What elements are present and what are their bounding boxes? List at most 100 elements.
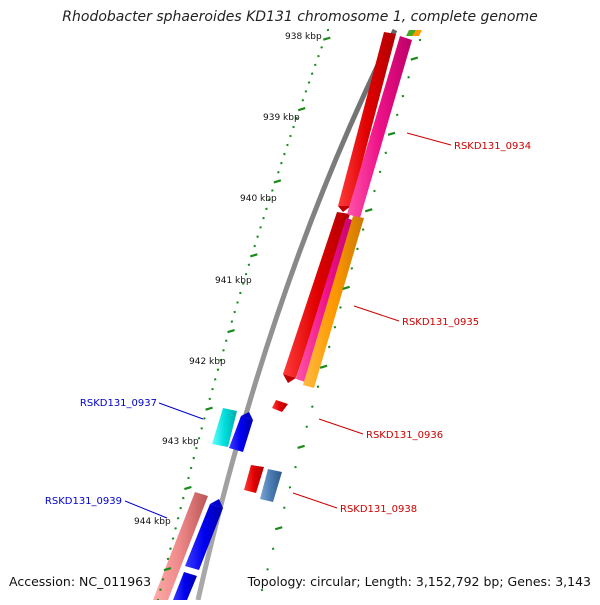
- ruler-tick: [267, 569, 269, 570]
- ruler-tick: [283, 507, 285, 508]
- ruler-tick: [356, 249, 358, 250]
- ruler-tick: [237, 302, 239, 303]
- ruler-tick: [340, 307, 342, 308]
- ruler-tick: [195, 448, 197, 449]
- ruler-tick: [182, 498, 184, 499]
- ruler-tick: [162, 579, 164, 580]
- ruler-tick: [201, 428, 203, 429]
- ruler-tick: [234, 312, 236, 313]
- ruler-tick: [265, 209, 267, 210]
- ruler-tick: [298, 446, 305, 448]
- ruler-tick: [231, 321, 233, 322]
- ruler-tick: [175, 528, 177, 529]
- ruler-label-942: 942 kbp: [189, 357, 226, 367]
- ruler-tick: [323, 38, 330, 40]
- gene-arrow-0938-steel: [260, 469, 282, 502]
- leader-0936: [319, 419, 363, 434]
- gene-label-0938[interactable]: RSKD131_0938: [340, 504, 417, 515]
- ruler-tick: [245, 274, 247, 275]
- ruler-tick: [167, 559, 169, 560]
- ruler-label-941: 941 kbp: [215, 276, 252, 286]
- ruler-tick: [177, 518, 179, 519]
- gene-labels: RSKD131_0934 RSKD131_0935 RSKD131_0936 R…: [45, 141, 531, 515]
- ruler-tick: [206, 408, 213, 410]
- ruler-tick: [320, 366, 327, 368]
- ruler-labels: 938 kbp 939 kbp 940 kbp 941 kbp 942 kbp …: [134, 32, 322, 527]
- ruler-tick: [262, 218, 264, 219]
- ruler-tick: [295, 467, 297, 468]
- ruler-tick: [272, 548, 274, 549]
- ruler-tick: [396, 115, 398, 116]
- ruler-tick: [328, 347, 330, 348]
- leader-0939: [125, 501, 167, 518]
- ruler-tick: [225, 340, 227, 341]
- gene-label-0935[interactable]: RSKD131_0935: [402, 317, 479, 328]
- ruler-tick: [180, 508, 182, 509]
- ruler-tick: [274, 180, 281, 182]
- ruler-tick: [317, 386, 319, 387]
- ruler-tick: [411, 58, 418, 60]
- ruler-tick: [193, 458, 195, 459]
- ruler-tick: [184, 487, 191, 489]
- ruler-tick: [209, 399, 211, 400]
- ruler-tick: [311, 406, 313, 407]
- ruler-tick: [317, 56, 319, 57]
- ruler-tick: [169, 548, 171, 549]
- ruler-tick: [402, 96, 404, 97]
- ruler-tick: [228, 330, 235, 332]
- gene-label-0936[interactable]: RSKD131_0936: [366, 430, 443, 441]
- ruler-tick: [343, 287, 350, 289]
- ruler-tick: [308, 82, 310, 83]
- ruler-tick: [217, 369, 219, 370]
- ruler-tick: [289, 136, 291, 137]
- ruler-tick: [277, 172, 279, 173]
- ruler-label-939: 939 kbp: [263, 113, 300, 123]
- ruler-tick: [379, 172, 381, 173]
- ruler-tick: [385, 153, 387, 154]
- ruler-tick: [286, 145, 288, 146]
- ruler-tick: [362, 229, 364, 230]
- ruler-tick: [222, 350, 224, 351]
- ruler-tick: [314, 65, 316, 66]
- ruler-tick: [306, 426, 308, 427]
- ruler-tick: [190, 468, 192, 469]
- ruler-tick: [159, 589, 161, 590]
- ruler-tick: [334, 327, 336, 328]
- ruler-tick: [283, 154, 285, 155]
- ruler-tick: [408, 77, 410, 78]
- leader-0935: [354, 306, 399, 321]
- ruler-tick: [248, 264, 250, 265]
- ruler-tick: [257, 236, 259, 237]
- ruler-tick: [271, 190, 273, 191]
- ruler-label-943: 943 kbp: [162, 437, 199, 447]
- ruler-tick: [254, 246, 256, 247]
- map-title: Rhodobacter sphaeroides KD131 chromosome…: [0, 9, 600, 25]
- gene-label-0939[interactable]: RSKD131_0939: [45, 496, 122, 507]
- ruler-tick: [239, 293, 241, 294]
- genome-summary-text: Topology: circular; Length: 3,152,792 bp…: [248, 574, 591, 589]
- ruler-tick: [419, 40, 421, 41]
- ruler-tick: [311, 73, 313, 74]
- ruler-tick: [293, 127, 295, 128]
- gene-label-0937[interactable]: RSKD131_0937: [80, 398, 157, 409]
- leader-0934: [407, 133, 451, 145]
- ruler-tick: [203, 418, 205, 419]
- ruler-tick: [187, 478, 189, 479]
- ruler-tick: [327, 30, 329, 31]
- gene-label-0934[interactable]: RSKD131_0934: [454, 141, 531, 152]
- gene-arrow-0936-red: [272, 400, 288, 412]
- ruler-tick: [305, 91, 307, 92]
- ruler-label-938: 938 kbp: [285, 32, 322, 42]
- gene-arrow-0938-red: [244, 465, 264, 493]
- ruler-label-944: 944 kbp: [134, 517, 171, 527]
- leader-0937: [159, 403, 203, 419]
- ruler-tick: [351, 268, 353, 269]
- ruler-tick: [388, 133, 395, 135]
- ruler-tick: [289, 487, 291, 488]
- ruler-tick: [302, 100, 304, 101]
- ruler-tick: [280, 163, 282, 164]
- ruler-label-940: 940 kbp: [240, 194, 277, 204]
- ruler-tick: [172, 538, 174, 539]
